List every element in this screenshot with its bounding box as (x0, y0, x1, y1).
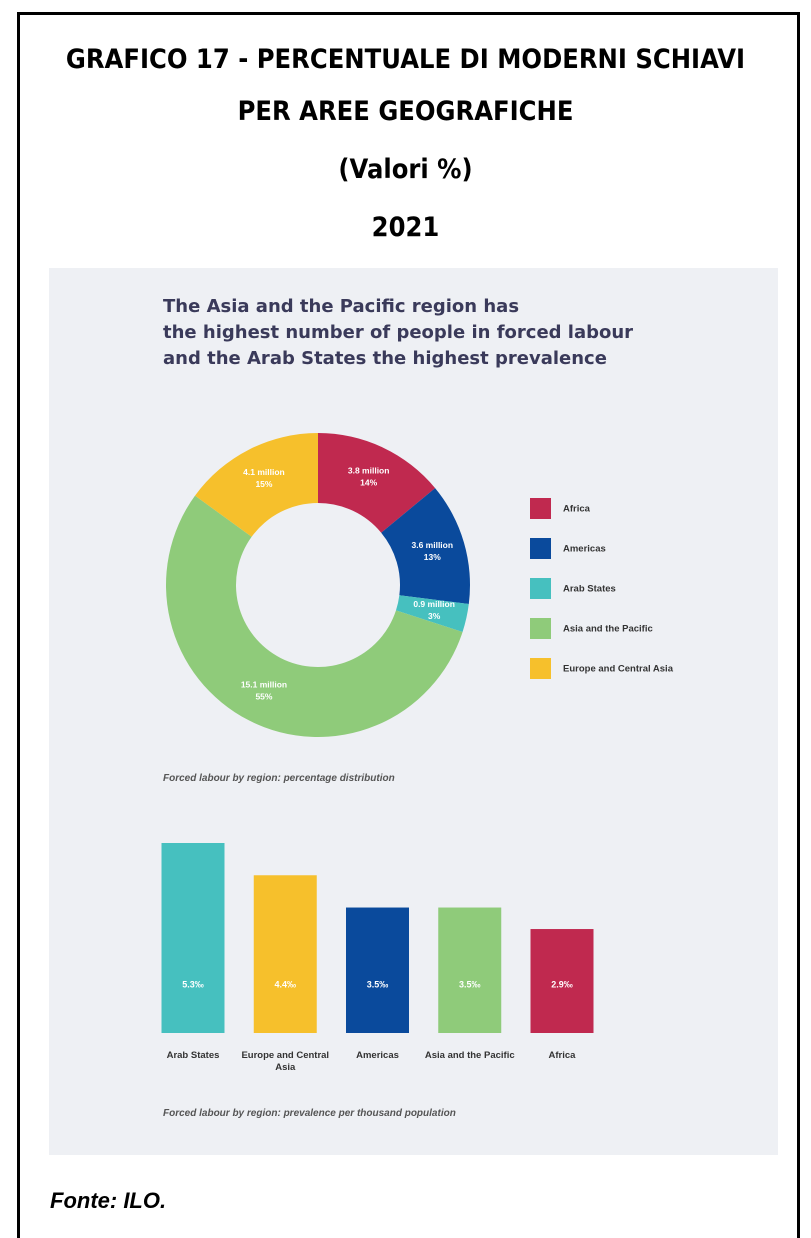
value-label: 3% (428, 611, 441, 621)
count-label: 3.6 million (411, 540, 453, 550)
source: Fonte: ILO. (50, 1188, 167, 1213)
donut-segment (195, 433, 318, 537)
count-label: 15.1 million (241, 679, 287, 689)
chart-title: and the Arab States the highest prevalen… (163, 348, 607, 369)
value-label: 55% (255, 691, 272, 701)
chart-title: The Asia and the Pacific region has (163, 296, 520, 317)
chart-caption: Forced labour by region: percentage dist… (163, 773, 395, 784)
value-label: 3.5‰ (459, 979, 481, 989)
legend-swatch (530, 538, 551, 559)
value-label: 4.4‰ (274, 979, 296, 989)
chart-caption: Forced labour by region: prevalence per … (163, 1108, 456, 1119)
legend-swatch (530, 498, 551, 519)
legend-label: Americas (563, 544, 606, 555)
x-tick-label: Americas (356, 1050, 399, 1061)
donut-segment (395, 595, 469, 632)
legend-label: Asia and the Pacific (563, 624, 653, 635)
value-label: 15% (255, 479, 272, 489)
page-title: GRAFICO 17 - PERCENTUALE DI MODERNI SCHI… (65, 44, 746, 75)
legend-label: Arab States (563, 584, 616, 595)
frame (17, 12, 800, 1238)
count-label: 0.9 million (413, 599, 455, 609)
chart-title: the highest number of people in forced l… (163, 322, 634, 343)
count-label: 3.8 million (348, 466, 390, 476)
value-label: 2.9‰ (551, 979, 573, 989)
value-label: 3.5‰ (367, 979, 389, 989)
bar (530, 929, 594, 1033)
x-tick-label: Asia and the Pacific (424, 1050, 515, 1061)
value-label: 13% (424, 552, 441, 562)
bar (161, 843, 225, 1033)
value-label: 14% (360, 478, 377, 488)
x-tick-label: Arab States (166, 1050, 220, 1061)
legend-label: Africa (563, 504, 591, 515)
bar (253, 875, 317, 1033)
page-title: 2021 (371, 212, 440, 243)
bar (438, 907, 502, 1033)
donut-segment (318, 433, 436, 533)
legend-swatch (530, 618, 551, 639)
bar (346, 907, 409, 1033)
donut-segment (381, 488, 470, 605)
page-title: (Valori %) (338, 154, 473, 185)
legend-swatch (530, 658, 551, 679)
legend-swatch (530, 578, 551, 599)
donut-segment (165, 495, 463, 738)
x-tick-label: Europe and Central Asia (241, 1050, 330, 1073)
count-label: 4.1 million (243, 467, 285, 477)
x-tick-label: Africa (548, 1050, 576, 1061)
value-label: 5.3‰ (182, 979, 204, 989)
legend-label: Europe and Central Asia (563, 664, 674, 675)
page-title: PER AREE GEOGRAFICHE (237, 96, 574, 127)
